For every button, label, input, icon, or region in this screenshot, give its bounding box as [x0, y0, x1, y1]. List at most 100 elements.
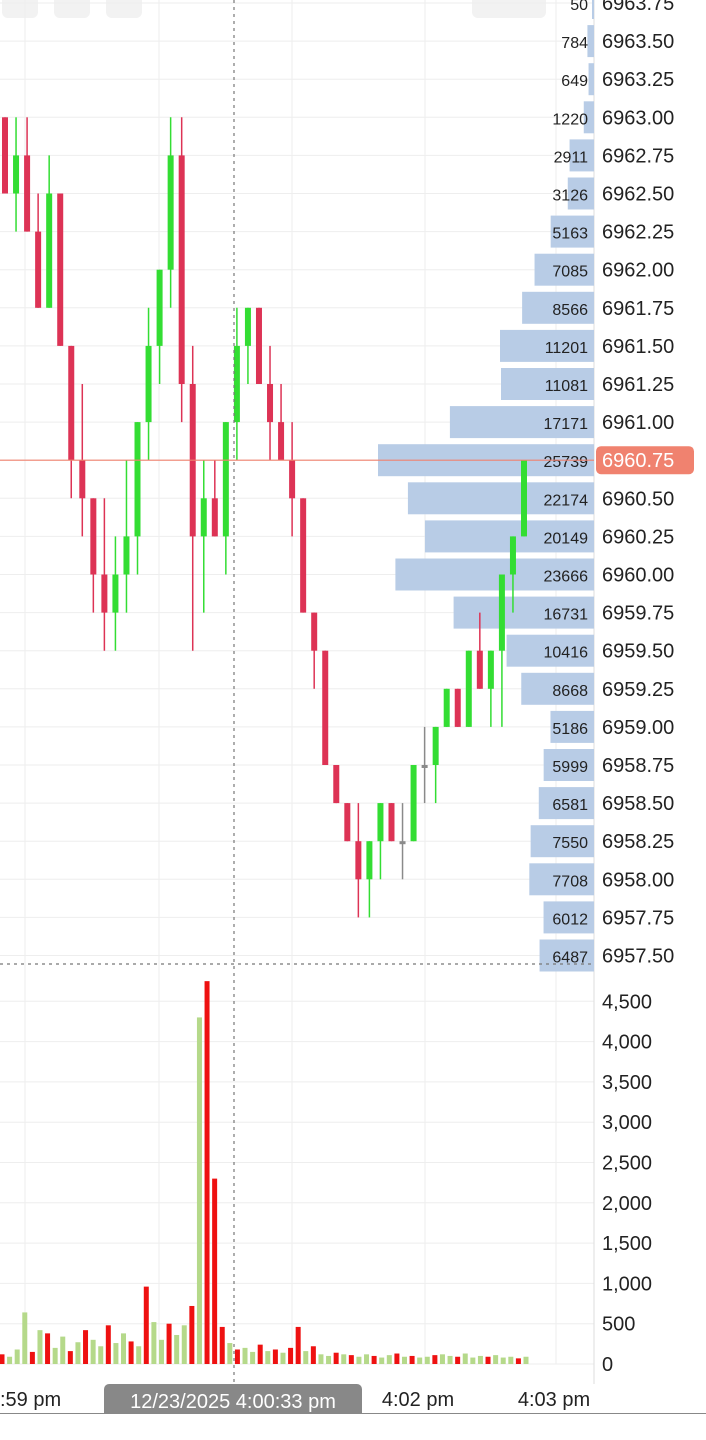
volume-bar [515, 1358, 521, 1364]
profile-volume-label: 6581 [552, 797, 588, 814]
toolbar-icon-3[interactable] [106, 0, 142, 18]
candle-body [366, 841, 373, 880]
candle-body [311, 612, 318, 651]
profile-bar [588, 63, 594, 96]
profile-bar [453, 596, 594, 629]
candle-body [300, 498, 307, 613]
back-icon[interactable] [472, 0, 546, 18]
time-label: :59 pm [0, 1389, 61, 1411]
volume-bar [295, 1326, 301, 1364]
price-tick-label: 6961.25 [602, 374, 674, 396]
volume-bar [0, 1354, 5, 1364]
candle-body [278, 422, 285, 461]
time-label: 4:03 pm [518, 1389, 590, 1411]
profile-bar [550, 215, 594, 248]
candle-body [90, 498, 97, 575]
profile-volume-label: 20149 [544, 530, 589, 547]
volume-bar [508, 1356, 514, 1364]
candle-body [145, 345, 152, 423]
profile-bar [424, 520, 594, 553]
volume-bar [204, 981, 210, 1364]
volume-bar [67, 1351, 73, 1364]
toolbar-icon-1[interactable] [2, 0, 38, 18]
price-tick-label: 6960.25 [602, 526, 674, 548]
candle-body [101, 574, 108, 613]
profile-bar [567, 177, 594, 210]
price-tick-label: 6958.25 [602, 831, 674, 853]
volume-bar [386, 1355, 392, 1364]
volume-bar [37, 1330, 43, 1364]
profile-bar [543, 901, 594, 934]
profile-bar [587, 25, 594, 58]
price-tick-label: 6961.50 [602, 336, 674, 358]
volume-bar [439, 1354, 445, 1364]
price-tick-label: 6958.50 [602, 793, 674, 815]
profile-bar [539, 939, 594, 972]
price-tick-label: 6960.50 [602, 488, 674, 510]
volume-bar [113, 1343, 119, 1364]
price-tick-label: 6963.25 [602, 69, 674, 91]
profile-bar [534, 253, 594, 286]
profile-volume-label: 649 [561, 73, 588, 90]
price-tick-label: 6962.50 [602, 184, 674, 206]
candle-body [443, 688, 450, 727]
volume-bar [485, 1356, 491, 1364]
candle-body [200, 498, 207, 537]
profile-volume-label: 10416 [544, 645, 589, 662]
profile-volume-label: 2911 [554, 149, 589, 166]
volume-bar [432, 1355, 438, 1364]
candle-body [432, 726, 439, 765]
candle-body [255, 307, 262, 384]
candle-body [322, 650, 329, 765]
candle-body [35, 231, 42, 308]
profile-volume-label: 8566 [552, 302, 588, 319]
candle-body [344, 803, 351, 842]
volume-tick-label: 2,000 [602, 1193, 652, 1215]
profile-volume-label: 6012 [552, 911, 588, 928]
volume-bar [14, 1349, 20, 1364]
toolbar-icon-2[interactable] [54, 0, 90, 18]
volume-tick-label: 3,500 [602, 1072, 652, 1094]
volume-bar [272, 1349, 278, 1364]
price-tick-label: 6957.50 [602, 946, 674, 968]
profile-volume-label: 7085 [552, 264, 588, 281]
time-label: 4:02 pm [382, 1389, 454, 1411]
profile-volume-label: 8668 [552, 683, 588, 700]
volume-bar [158, 1339, 164, 1364]
volume-bar [318, 1354, 324, 1364]
volume-bar [310, 1346, 316, 1364]
candle-body [333, 765, 340, 804]
candle-body [509, 536, 516, 575]
volume-bar [60, 1336, 66, 1364]
price-tick-label: 6962.00 [602, 260, 674, 282]
price-tick-label: 6960.00 [602, 565, 674, 587]
profile-volume-label: 23666 [544, 569, 589, 586]
volume-bar [121, 1333, 127, 1364]
volume-bar [401, 1356, 407, 1364]
volume-tick-label: 0 [602, 1354, 613, 1376]
volume-bar [364, 1354, 370, 1364]
volume-bar [288, 1347, 294, 1364]
profile-volume-label: 7550 [552, 835, 588, 852]
candle-body [521, 460, 527, 537]
profile-volume-label: 11201 [545, 340, 588, 357]
profile-volume-label: 50 [570, 0, 588, 14]
volume-tick-label: 1,000 [602, 1273, 652, 1295]
candle-body [178, 155, 185, 384]
volume-bar [98, 1346, 104, 1364]
volume-bar [219, 1326, 225, 1364]
volume-bar [303, 1351, 309, 1364]
candle-body [2, 117, 8, 194]
candle-body [112, 574, 119, 613]
candle-body [454, 688, 461, 727]
current-price-badge [596, 446, 694, 475]
volume-tick-label: 4,000 [602, 1032, 652, 1054]
candle-body [377, 803, 384, 842]
volume-bar [280, 1352, 286, 1364]
profile-bar [522, 291, 594, 324]
volume-bar [196, 1017, 202, 1364]
volume-bar [394, 1353, 400, 1364]
profile-bar [550, 710, 594, 743]
candle-body [57, 193, 64, 346]
